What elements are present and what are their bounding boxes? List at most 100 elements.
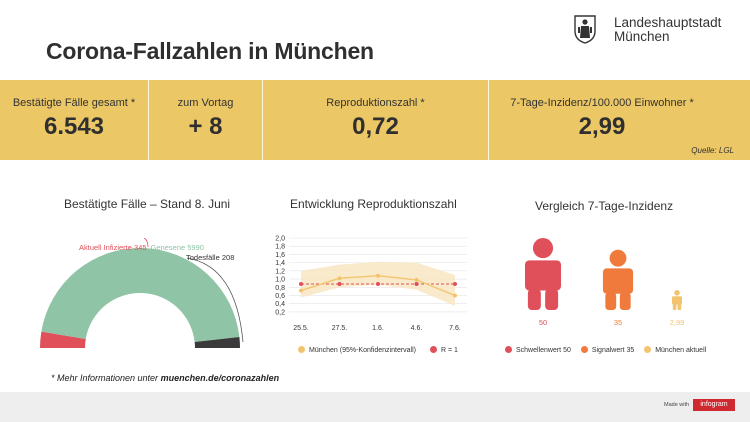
r1-point [376,281,380,286]
person-leg [605,292,617,310]
person-leg [545,289,559,310]
y-tick-label: 0,8 [275,285,285,292]
kpi-total-cases-value: 6.543 [43,113,105,140]
kpi-daily-change-label: zum Vortag [177,97,234,109]
gauge-segment-2 [194,337,240,348]
person-leg [677,304,682,310]
legend-label: Schwellenwert 50 [516,347,571,354]
r1-point [453,281,457,286]
legend-item-r1: R = 1 [429,346,458,354]
kpi-reproduction: Reproduktionszahl * 0,72 [263,80,488,160]
y-tick-label: 1,2 [275,268,285,275]
person-leg [672,304,677,310]
legend-dot-icon [298,346,305,353]
x-tick-label: 25.5. [293,325,309,332]
r1-point [299,281,303,286]
footnote: * Mehr Informationen unter muenchen.de/c… [51,373,279,383]
y-tick-label: 0,4 [275,301,285,308]
kpi-reproduction-label: Reproduktionszahl * [326,97,425,109]
munich-r-point [414,277,419,282]
legend-label: München (95%-Konfidenzintervall) [309,347,416,354]
x-tick-label: 27.5. [332,325,348,332]
legend-dot-icon [429,346,437,353]
person-leg [619,292,631,310]
person-icon-2 [672,290,682,310]
y-tick-label: 0,2 [275,309,285,316]
confirmed-cases-gauge [40,238,244,348]
logo-line-1: Landeshauptstadt [614,15,722,30]
kpi-daily-change-value: + 8 [188,113,223,140]
y-tick-label: 2,0 [275,236,285,243]
city-logo[interactable]: Landeshauptstadt München [572,14,732,46]
munich-r-point [453,293,457,298]
legend-dot-icon [644,346,652,353]
kpi-total-cases: Bestätigte Fälle gesamt * 6.543 [0,80,148,160]
x-tick-label: 7.6. [449,325,461,332]
gauge-labels: Aktuell Infizierte 345 Genesene 5990 [79,243,208,252]
infogram-badge[interactable]: infogram [693,399,735,411]
munich-r-point [299,288,303,293]
munich-r-point [337,276,342,281]
kpi-incidence: 7-Tage-Inzidenz/100.000 Einwohner * 2,99 [489,80,715,160]
gauge-segment-label: Genesene 5990 [150,243,204,252]
person-body [525,260,561,291]
munich-monk-coat-of-arms-icon [574,15,596,44]
y-tick-label: 1,4 [275,260,285,267]
y-tick-label: 0,6 [275,293,285,300]
legend-label: München aktuell [655,347,707,354]
person-leg [527,289,541,310]
r1-point [337,281,342,286]
line-chart-legend: München (95%-Konfidenzintervall) R = 1 [298,346,470,354]
kpi-total-cases-label: Bestätigte Fälle gesamt * [12,97,136,109]
x-tick-label: 1.6. [372,325,384,332]
line-chart-title: Entwicklung Reproduktionszahl [290,197,457,211]
kpi-divider [488,80,489,160]
person-body [672,296,682,305]
y-tick-label: 1,6 [275,252,285,259]
kpi-divider [148,80,149,160]
legend-item-threshold: Schwellenwert 50 [505,346,571,354]
incidence-chart-title: Vergleich 7-Tage-Inzidenz [535,199,674,213]
value-label: 35 [614,318,622,327]
legend-item-munich-current: München aktuell [644,346,706,354]
legend-dot-icon [505,346,512,353]
kpi-reproduction-value: 0,72 [352,113,399,140]
person-icon-0 [525,238,561,310]
kpi-incidence-label: 7-Tage-Inzidenz/100.000 Einwohner * [510,97,694,109]
r1-point [414,281,419,286]
source-note: Quelle: LGL [691,146,734,155]
incidence-pictogram-chart: 50 35 2,99 [525,238,685,327]
reproduction-line-chart: 2,01,81,61,41,2 1,00,80,60,40,2 25.5. 27.5.… [275,236,467,332]
legend-item-munich: München (95%-Konfidenzintervall) [298,346,416,354]
made-with-label: Made with [664,402,690,408]
gauge-segment-label: Todesfälle 208 [186,253,235,262]
legend-label: Signalwert 35 [591,347,635,354]
person-head [609,249,627,267]
kpi-daily-change: zum Vortag + 8 [149,80,262,160]
footnote-prefix: * Mehr Informationen unter [51,373,161,383]
y-tick-label: 1,0 [275,277,285,284]
gauge-chart-title: Bestätigte Fälle – Stand 8. Juni [64,197,231,211]
gauge-leader-line [143,238,149,248]
gauge-leader-line [186,257,244,343]
gauge-segment-1 [41,248,240,342]
kpi-incidence-value: 2,99 [578,113,626,140]
logo-line-2: München [614,29,670,44]
gauge-segment-label: Aktuell Infizierte 345 [79,243,147,252]
legend-label: R = 1 [440,347,458,354]
x-tick-label: 4.6. [411,325,423,332]
person-head [532,238,554,259]
person-head [674,290,680,296]
person-body [602,268,634,294]
kpi-divider [262,80,263,160]
gauge-segment-0 [40,331,86,348]
infographic-page: Corona-Fallzahlen in München Landeshaupt… [0,0,750,392]
value-label: 2,99 [670,318,685,327]
footer-bar [0,392,750,422]
footnote-link[interactable]: muenchen.de/coronazahlen [160,373,280,383]
munich-r-point [376,273,380,278]
page-title: Corona-Fallzahlen in München [46,38,374,64]
y-tick-label: 1,8 [275,244,285,251]
kpi-band: Bestätigte Fälle gesamt * 6.543 zum Vort… [0,80,750,160]
legend-item-signal: Signalwert 35 [580,346,635,354]
